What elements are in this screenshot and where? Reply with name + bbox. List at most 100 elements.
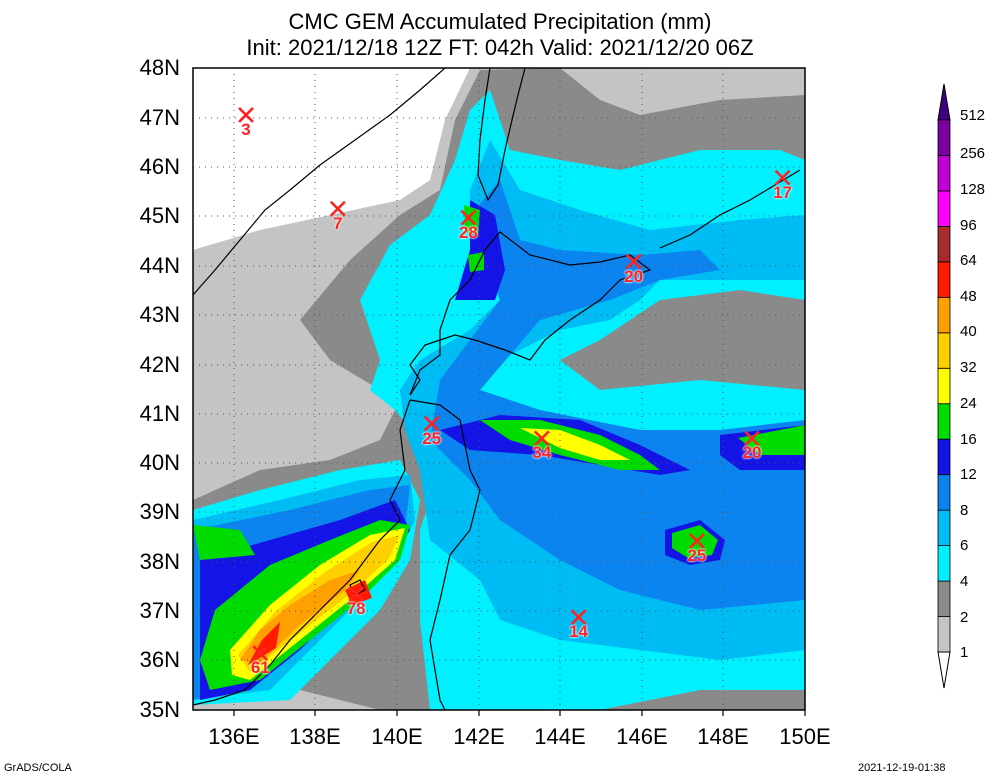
colorbar-label: 128 — [960, 181, 986, 198]
colorbar-swatch — [937, 332, 951, 369]
colorbar-swatch — [937, 296, 951, 334]
colorbar-swatch — [937, 367, 951, 405]
colorbar-swatch-max — [937, 83, 951, 121]
station-value: 3 — [241, 119, 251, 139]
colorbar-label: 1 — [960, 644, 969, 661]
precip-contour-48mm-sw — [248, 622, 280, 665]
station-marker — [774, 169, 791, 186]
lat-label: 36N — [139, 647, 180, 672]
precip-contour-16mm-e — [738, 425, 805, 455]
colorbar-swatch — [937, 474, 951, 511]
colorbar-swatch — [937, 616, 951, 653]
station-marker — [238, 106, 254, 123]
colorbar-swatch — [937, 509, 951, 546]
colorbar-label: 24 — [960, 395, 977, 412]
colorbar-swatch — [937, 580, 951, 617]
station-marker — [423, 415, 440, 432]
colorbar-label: 6 — [960, 537, 969, 554]
lat-label: 35N — [139, 697, 180, 722]
precip-contour-8mm — [430, 180, 805, 610]
colorbar-label: 512 — [960, 107, 986, 124]
lat-label: 47N — [139, 105, 180, 130]
map-frame — [192, 67, 806, 711]
colorbar-label: 2 — [960, 609, 969, 626]
colorbar-swatch — [937, 403, 951, 440]
station-marker — [460, 209, 477, 226]
station-value: 28 — [458, 222, 478, 242]
map-title: CMC GEM Accumulated Precipitation (mm) — [288, 9, 712, 34]
coastline-asia — [193, 68, 446, 296]
lat-label: 38N — [139, 549, 180, 574]
lat-label: 39N — [139, 499, 180, 524]
precip-fields — [193, 68, 805, 710]
precip-contour-16mm-sw — [193, 525, 255, 560]
colorbar-label: 32 — [960, 359, 977, 376]
station-value: 78 — [346, 598, 366, 618]
station-marker — [744, 430, 760, 447]
station-marker — [329, 200, 346, 217]
coastlines — [193, 68, 801, 710]
lon-label: 150E — [779, 724, 831, 749]
lat-label: 37N — [139, 598, 180, 623]
station-value: 20 — [742, 443, 762, 463]
colorbar-label: 40 — [960, 323, 977, 340]
colorbar-swatch — [937, 225, 951, 263]
lon-label: 144E — [534, 724, 586, 749]
station-value: 25 — [687, 546, 707, 566]
precip-contour-1mm-west — [193, 405, 240, 505]
precip-contour-12mm — [455, 200, 505, 300]
colorbar-label: 8 — [960, 502, 969, 519]
colorbar-label: 12 — [960, 466, 977, 483]
colorbar-label: 64 — [960, 252, 977, 269]
station-value: 17 — [773, 182, 792, 202]
footer-timestamp: 2021-12-19-01:38 — [858, 762, 946, 774]
station-markers — [238, 106, 791, 662]
lon-label: 140E — [371, 724, 423, 749]
lat-label: 43N — [139, 302, 180, 327]
lon-label: 136E — [208, 724, 260, 749]
station-value: 20 — [624, 266, 644, 286]
colorbar-label: 48 — [960, 288, 977, 305]
colorbar-swatch — [937, 119, 951, 156]
lat-label: 42N — [139, 352, 180, 377]
lon-label: 142E — [453, 724, 505, 749]
colorbar-label: 4 — [960, 573, 969, 590]
coastline-sakhalin — [477, 68, 526, 202]
station-marker — [252, 645, 269, 662]
station-marker — [533, 430, 550, 447]
coastline-hokkaido — [409, 231, 652, 396]
colorbar-swatch — [937, 261, 951, 298]
station-value: 61 — [250, 658, 270, 678]
lat-label: 45N — [139, 203, 180, 228]
lon-label: 146E — [616, 724, 668, 749]
colorbar-swatch — [937, 190, 951, 227]
station-value: 7 — [333, 213, 343, 233]
colorbar-swatch-min — [937, 651, 951, 689]
colorbar-swatch — [937, 545, 951, 582]
station-marker — [688, 533, 705, 550]
lat-label: 46N — [139, 154, 180, 179]
map-subtitle: Init: 2021/12/18 12Z FT: 042h Valid: 202… — [246, 35, 754, 60]
coastline-honshu — [409, 399, 481, 710]
map-area — [193, 68, 805, 710]
precip-contour-24mm — [520, 428, 630, 460]
station-marker — [348, 586, 365, 602]
station-value: 14 — [569, 622, 588, 642]
lat-label: 48N — [139, 55, 180, 80]
lat-label: 41N — [139, 401, 180, 426]
colorbar-swatch — [937, 438, 951, 476]
colorbar-label: 256 — [960, 145, 986, 162]
colorbar-label: 96 — [960, 217, 977, 234]
coastline-honshu-west — [193, 399, 411, 706]
lon-label: 148E — [697, 724, 749, 749]
footer-credit: GrADS/COLA — [4, 762, 72, 774]
station-value: 25 — [422, 428, 442, 448]
axis-ticks — [233, 710, 806, 716]
precip-contour-16mm-n2 — [468, 252, 484, 272]
lon-label: 138E — [289, 724, 341, 749]
graticule — [193, 68, 805, 710]
colorbar-swatch — [937, 155, 951, 192]
lat-label: 44N — [139, 253, 180, 278]
station-value: 34 — [532, 443, 552, 463]
